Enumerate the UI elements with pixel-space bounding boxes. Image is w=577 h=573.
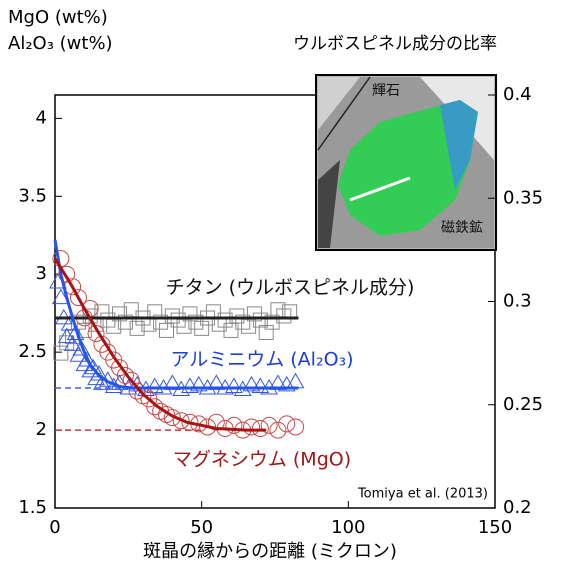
y-tick-label: 3	[36, 263, 47, 284]
marker	[195, 321, 209, 335]
chart: MgO (wt%) Al₂O₃ (wt%) ウルボスピネル成分の比率 斑晶の縁か…	[0, 0, 577, 569]
x-label: 斑晶の縁からの距離 (ミクロン)	[143, 541, 397, 562]
y-tick-label: 2.5	[18, 341, 47, 362]
marker	[288, 419, 304, 435]
y-label: Al₂O₃ (wt%)	[8, 33, 113, 54]
marker	[288, 374, 304, 388]
y2-tick-label: 0.35	[503, 187, 543, 208]
marker	[270, 422, 286, 438]
series-label: マグネシウム (MgO)	[173, 449, 351, 471]
marker	[279, 416, 295, 432]
y2-tick-label: 0.2	[503, 497, 532, 518]
y-tick-label: 1.5	[18, 497, 47, 518]
x-tick-label: 50	[190, 517, 213, 538]
marker	[182, 378, 198, 392]
marker	[252, 421, 268, 437]
y2-tick-label: 0.4	[503, 84, 532, 105]
x-tick-label: 100	[331, 517, 365, 538]
inset-label: 磁鉄鉱	[441, 219, 483, 236]
y-tick-label: 3.5	[18, 185, 47, 206]
y2-label: ウルボスピネル成分の比率	[293, 34, 497, 54]
inset-image: 輝石 磁鉄鉱	[316, 75, 496, 250]
x-tick-label: 0	[49, 517, 60, 538]
y-tick-label: 4	[36, 107, 47, 128]
y-tick-label: 2	[36, 419, 47, 440]
y2-tick-label: 0.3	[503, 291, 532, 312]
series-label: アルミニウム (Al₂O₃)	[170, 349, 353, 371]
y-label: MgO (wt%)	[8, 7, 108, 28]
y2-tick-label: 0.25	[503, 394, 543, 415]
series-label: チタン (ウルボスピネル成分)	[166, 277, 415, 299]
x-tick-label: 150	[478, 517, 512, 538]
source: Tomiya et al. (2013)	[357, 487, 488, 502]
inset-label: 輝石	[372, 83, 400, 99]
